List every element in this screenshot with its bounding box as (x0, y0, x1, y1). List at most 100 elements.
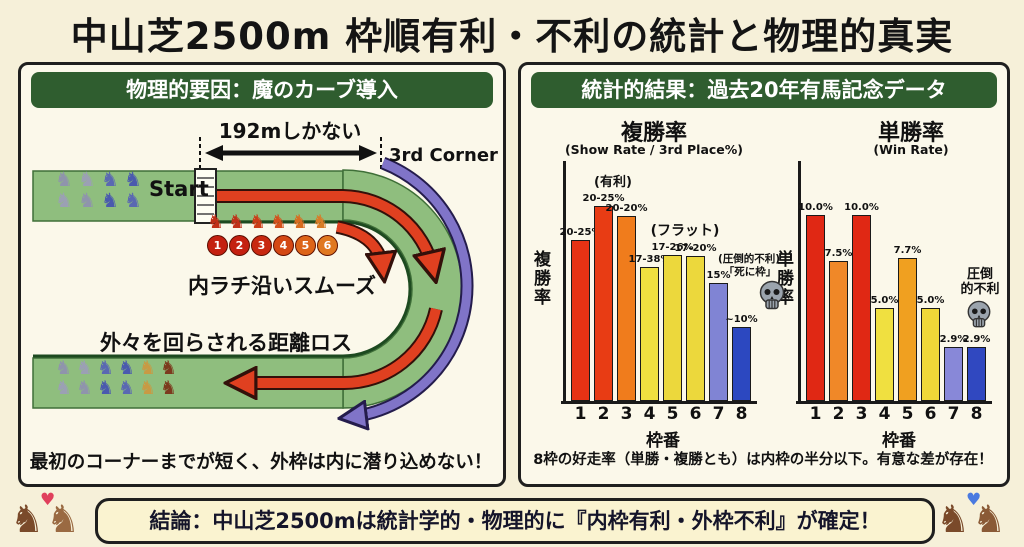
horse-icon: ♞ (160, 357, 178, 379)
bar-frame-7 (943, 347, 963, 401)
bar-value-label: 20-25% (559, 227, 602, 238)
bar-frame-5 (662, 255, 682, 401)
bar-frame-8 (731, 327, 751, 401)
horse-icon: ♞ (270, 211, 288, 233)
bar-value-label: 20-25% (582, 193, 625, 204)
bar-value-label: 17-38% (628, 254, 671, 265)
category-label: 4 (643, 404, 656, 424)
horse-icon: ♞ (55, 377, 73, 399)
gate-number-4: 4 (273, 235, 294, 256)
gate-number-2: 2 (229, 235, 250, 256)
horse-icon: ♞ (118, 357, 136, 379)
physical-panel: 物理的要因：魔のカーブ導入 (18, 62, 506, 487)
death-frame-annotation: 「死に枠」 (723, 266, 777, 278)
outer-loss-label: 外々を回らされる距離ロス (100, 331, 352, 355)
horse-icon: ♞ (97, 377, 115, 399)
show-rate-bars: 20-25% 1 20-25% 2 20-20% 3 17-38% 4 17-26% 5 17-20… (559, 186, 760, 424)
win-rate-yaxis (798, 161, 801, 401)
horse-icon: ♞ (291, 211, 309, 233)
gate-number-3: 3 (251, 235, 272, 256)
bar-value-label: 7.5% (824, 248, 853, 259)
category-label: 7 (947, 404, 960, 424)
distance-label: 192mしかない (218, 119, 362, 143)
bar-frame-4 (874, 308, 894, 401)
bar-frame-3 (851, 215, 871, 401)
horse-icon: ♞ (97, 357, 115, 379)
category-label: 6 (924, 404, 937, 424)
win-rate-title: 単勝率 (877, 121, 944, 146)
bar-frame-5 (897, 258, 917, 401)
physical-caption: 最初のコーナーまでが短く、外枠は内に潜り込めない！ (29, 452, 493, 473)
horse-icon: ♞ (228, 211, 246, 233)
horse-icon: ♞ (207, 211, 225, 233)
start-label: Start (149, 177, 209, 201)
horse-face-icon: ♞ (972, 497, 1007, 541)
conclusion-banner: 結論：中山芝2500mは統計学的・物理的に『内枠有利・外枠不利』が確定！ (95, 498, 935, 544)
category-label: 2 (832, 404, 845, 424)
inner-rail (33, 220, 412, 358)
category-label: 2 (597, 404, 610, 424)
starting-gate (194, 168, 217, 224)
category-label: 7 (712, 404, 725, 424)
bar-value-label: 2.9% (939, 334, 968, 345)
show-rate-subtitle: (Show Rate / 3rd Place%) (564, 142, 744, 157)
bar-frame-4 (639, 267, 659, 401)
category-label: 1 (574, 404, 587, 424)
gate-number-5: 5 (295, 235, 316, 256)
flat-annotation: (フラット) (650, 223, 720, 239)
category-label: 1 (809, 404, 822, 424)
category-label: 8 (970, 404, 983, 424)
horse-icon: ♞ (139, 377, 157, 399)
horse-icon: ♞ (55, 167, 73, 191)
horse-icon: ♞ (55, 188, 73, 212)
horse-icon: ♞ (312, 211, 330, 233)
bar-value-label: 17-20% (674, 243, 717, 254)
track-diagram (32, 137, 474, 484)
bar-frame-2 (593, 206, 613, 401)
win-rate-xaxis (796, 401, 992, 404)
horse-icon: ♞ (160, 377, 178, 399)
bar-frame-1 (570, 240, 590, 401)
bar-value-label: 17-26% (651, 242, 694, 253)
bar-value-label: 5.0% (870, 295, 899, 306)
horse-icon: ♞ (55, 357, 73, 379)
horse-face-icon: ♞ (46, 497, 81, 541)
horse-couple-right: ♞ ♞ ♥ (936, 490, 1024, 546)
distance-arrow (205, 145, 377, 161)
inner-smooth-label: 内ラチ沿いスムーズ (188, 274, 376, 298)
bar-value-label: 15% (706, 270, 731, 281)
win-disadvantage-annotation-line2: 的不利 (960, 282, 1000, 297)
show-rate-xlabel: 枠番 (646, 431, 680, 451)
horse-face-icon: ♞ (10, 497, 45, 541)
horse-icon: ♞ (118, 377, 136, 399)
bar-value-label: 5.0% (916, 295, 945, 306)
bar-frame-1 (805, 215, 825, 401)
bar-frame-6 (685, 256, 705, 401)
skull-icon (967, 300, 991, 328)
physical-panel-header: 物理的要因：魔のカーブ導入 (31, 72, 493, 108)
disadvantage-annotation: (圧倒的不利) (717, 253, 781, 265)
favorable-annotation: (有利) (594, 175, 632, 190)
show-rate-ylabel: 複勝率 (530, 250, 550, 307)
horse-couple-left: ♞ ♞ ♥ (10, 490, 100, 546)
wide-purple-arrow (351, 156, 474, 417)
stats-note: 8枠の好走率（単勝・複勝とも）は内枠の半分以下。有意な差が存在！ (533, 452, 993, 468)
bar-value-label: 10.0% (798, 202, 833, 213)
category-label: 4 (878, 404, 891, 424)
horse-icon: ♞ (78, 188, 96, 212)
horse-icon: ♞ (124, 167, 142, 191)
bar-frame-3 (616, 216, 636, 401)
outer-red-arrow-bottom (239, 307, 443, 383)
stats-panel-header: 統計的結果：過去20年有馬記念データ (531, 72, 997, 108)
category-label: 8 (735, 404, 748, 424)
outer-red-arrow-top (217, 189, 433, 269)
horse-icon: ♞ (76, 377, 94, 399)
horse-icon: ♞ (124, 188, 142, 212)
third-corner-label: 3rd Corner (389, 145, 498, 166)
horse-face-icon: ♞ (936, 497, 971, 541)
stats-panel: 統計的結果：過去20年有馬記念データ 複勝率 (Show Rate / 3rd … (518, 62, 1010, 487)
show-rate-xaxis (561, 401, 757, 404)
heart-icon: ♥ (40, 490, 56, 510)
heart-icon: ♥ (966, 490, 982, 510)
